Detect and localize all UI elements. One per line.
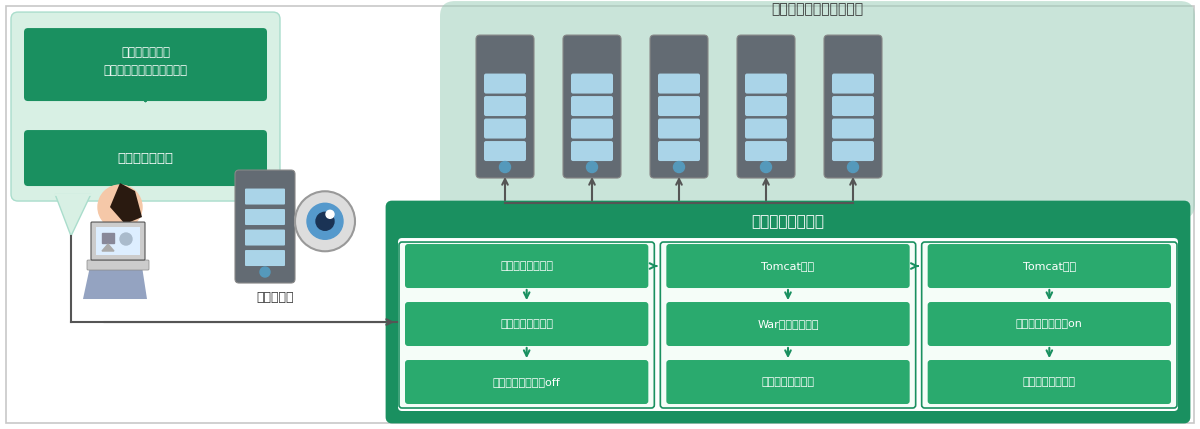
Circle shape: [120, 233, 132, 245]
FancyBboxPatch shape: [484, 73, 526, 94]
Text: 資材リリース作業: 資材リリース作業: [751, 214, 824, 230]
Circle shape: [499, 162, 510, 172]
FancyBboxPatch shape: [96, 227, 140, 255]
FancyBboxPatch shape: [24, 28, 266, 101]
Circle shape: [587, 162, 598, 172]
Bar: [102, 233, 114, 243]
FancyBboxPatch shape: [404, 360, 648, 404]
FancyBboxPatch shape: [745, 73, 787, 94]
FancyBboxPatch shape: [245, 250, 284, 266]
FancyBboxPatch shape: [484, 118, 526, 139]
FancyBboxPatch shape: [571, 96, 613, 116]
FancyBboxPatch shape: [440, 1, 1195, 219]
FancyBboxPatch shape: [666, 360, 910, 404]
FancyBboxPatch shape: [398, 238, 1178, 411]
Circle shape: [98, 185, 142, 229]
FancyBboxPatch shape: [571, 118, 613, 139]
FancyBboxPatch shape: [398, 242, 654, 408]
FancyBboxPatch shape: [86, 260, 149, 270]
FancyBboxPatch shape: [476, 35, 534, 178]
Circle shape: [298, 193, 353, 249]
FancyBboxPatch shape: [745, 141, 787, 161]
Text: リリース資材解凍: リリース資材解凍: [500, 319, 553, 329]
FancyBboxPatch shape: [658, 96, 700, 116]
Text: Tomcat起動: Tomcat起動: [1022, 261, 1076, 271]
FancyBboxPatch shape: [922, 242, 1177, 408]
FancyBboxPatch shape: [484, 141, 526, 161]
Text: アプリケーションサーバ: アプリケーションサーバ: [772, 2, 864, 16]
FancyBboxPatch shape: [6, 6, 1194, 423]
FancyBboxPatch shape: [386, 202, 1189, 422]
FancyBboxPatch shape: [928, 360, 1171, 404]
Text: リリース資材配信: リリース資材配信: [500, 261, 553, 271]
FancyBboxPatch shape: [11, 12, 280, 201]
FancyBboxPatch shape: [832, 73, 874, 94]
FancyBboxPatch shape: [91, 222, 145, 260]
Circle shape: [316, 212, 334, 230]
FancyBboxPatch shape: [658, 118, 700, 139]
FancyBboxPatch shape: [563, 35, 622, 178]
Text: リリースを実行: リリースを実行: [118, 151, 174, 165]
Text: Warファイル配置: Warファイル配置: [757, 319, 818, 329]
FancyBboxPatch shape: [928, 244, 1171, 288]
FancyBboxPatch shape: [666, 244, 910, 288]
FancyBboxPatch shape: [824, 35, 882, 178]
Text: セキュリティ製品off: セキュリティ製品off: [493, 377, 560, 387]
FancyBboxPatch shape: [658, 141, 700, 161]
Text: セキュリティ製品on: セキュリティ製品on: [1016, 319, 1082, 329]
FancyBboxPatch shape: [235, 170, 295, 283]
Circle shape: [260, 267, 270, 277]
Circle shape: [307, 203, 343, 239]
FancyBboxPatch shape: [404, 244, 648, 288]
Circle shape: [673, 162, 684, 172]
FancyBboxPatch shape: [24, 130, 266, 186]
Circle shape: [847, 162, 858, 172]
FancyBboxPatch shape: [660, 242, 916, 408]
Text: 管理サーバ: 管理サーバ: [257, 290, 294, 304]
Polygon shape: [102, 244, 114, 251]
Text: リリース資材を
管理サーバにアップロード: リリース資材を 管理サーバにアップロード: [103, 46, 187, 77]
FancyBboxPatch shape: [245, 209, 284, 225]
FancyBboxPatch shape: [571, 141, 613, 161]
FancyBboxPatch shape: [666, 302, 910, 346]
Circle shape: [761, 162, 772, 172]
Polygon shape: [110, 183, 142, 224]
FancyBboxPatch shape: [650, 35, 708, 178]
FancyBboxPatch shape: [832, 118, 874, 139]
FancyBboxPatch shape: [832, 96, 874, 116]
FancyBboxPatch shape: [737, 35, 796, 178]
Text: 配信ファイル削除: 配信ファイル削除: [1022, 377, 1076, 387]
FancyBboxPatch shape: [832, 141, 874, 161]
FancyBboxPatch shape: [484, 96, 526, 116]
Polygon shape: [83, 234, 148, 299]
Text: 設定ファイル配置: 設定ファイル配置: [762, 377, 815, 387]
FancyBboxPatch shape: [404, 302, 648, 346]
FancyBboxPatch shape: [658, 73, 700, 94]
FancyBboxPatch shape: [745, 96, 787, 116]
FancyBboxPatch shape: [928, 302, 1171, 346]
Text: Tomcat停止: Tomcat停止: [762, 261, 815, 271]
FancyBboxPatch shape: [571, 73, 613, 94]
Polygon shape: [55, 194, 91, 236]
FancyBboxPatch shape: [745, 118, 787, 139]
FancyBboxPatch shape: [245, 230, 284, 245]
FancyBboxPatch shape: [245, 188, 284, 205]
Circle shape: [295, 191, 355, 251]
Circle shape: [326, 210, 334, 218]
